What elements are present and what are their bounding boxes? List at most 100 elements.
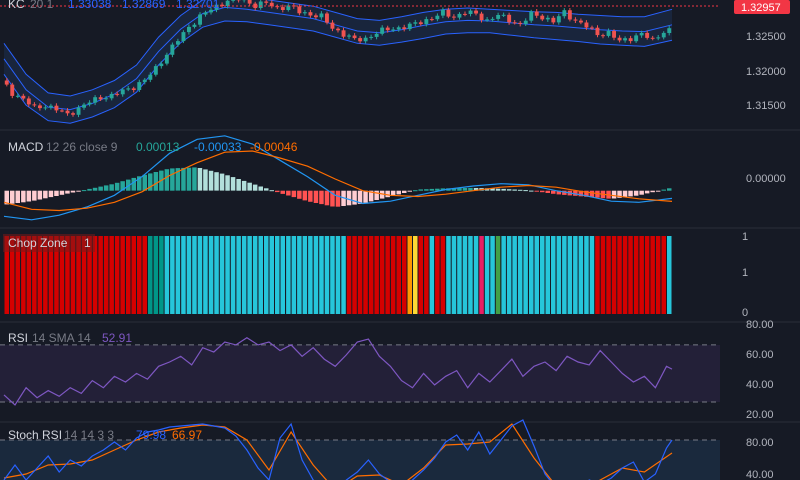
candle-body <box>275 6 280 8</box>
candle-body <box>512 22 517 24</box>
chop-legend[interactable]: Chop Zone 1 <box>3 234 95 252</box>
macd-histogram-bar <box>346 190 352 206</box>
chop-zone-bar <box>462 236 468 314</box>
stoch-k-line <box>3 419 673 480</box>
chop-zone-bar <box>280 236 285 314</box>
stoch-lines <box>3 419 673 480</box>
rsi-line <box>3 336 673 406</box>
candle-body <box>325 13 329 23</box>
candle-body <box>634 35 639 42</box>
macd-histogram-bar <box>137 176 142 191</box>
kc-legend-params: 20 1 <box>30 0 54 11</box>
candle-body <box>142 79 147 83</box>
candle-body <box>579 20 583 23</box>
chop-zone-bar <box>655 236 661 314</box>
macd-histogram-bar <box>556 190 562 195</box>
macd-histogram-bar <box>131 177 136 191</box>
macd-histogram-bar <box>650 190 655 193</box>
candle-body <box>4 80 9 85</box>
candle-body <box>225 0 230 7</box>
macd-legend-name: MACD <box>8 140 44 154</box>
rsi-legend[interactable]: RSI 14 SMA 14 52.91 <box>8 331 132 345</box>
stoch-legend-name: Stoch RSI <box>8 428 62 442</box>
macd-legend[interactable]: MACD 12 26 close 9 0.00013 -0.00033 -0.0… <box>8 140 298 154</box>
price-legend[interactable]: KC 20 1 1.33038 1.32869 1.32701 <box>8 0 220 11</box>
stoch-axis-label: 80.00 <box>746 437 774 449</box>
candle-body <box>214 4 219 10</box>
macd-histogram-bar <box>562 190 567 195</box>
candle-body <box>302 12 307 14</box>
macd-histogram-bar <box>26 190 32 202</box>
chop-zone-bar <box>451 236 457 314</box>
candle-body <box>280 7 285 10</box>
candle-body <box>474 10 478 14</box>
chop-axis-label: 1 <box>742 231 748 243</box>
kc-basis-line <box>3 6 673 111</box>
chop-zone-bar <box>440 236 446 314</box>
candle-body <box>523 20 528 24</box>
stoch-d-line <box>3 423 673 480</box>
chop-zone-bar <box>114 236 120 314</box>
candle-body <box>369 36 374 38</box>
chop-zone-bar <box>661 236 666 314</box>
chop-zone-bar <box>258 236 263 314</box>
chop-zone-bar <box>374 236 379 314</box>
macd-histogram-bar <box>302 190 308 201</box>
candle-body <box>198 14 202 25</box>
chop-zone-bar <box>37 236 43 314</box>
macd-lines <box>3 135 673 221</box>
chop-zone-bar <box>639 236 644 314</box>
chop-zone-bar <box>313 236 319 314</box>
macd-histogram-bar <box>65 190 70 194</box>
candle-body <box>540 15 545 20</box>
chop-zone-bar <box>203 236 208 314</box>
price-pane[interactable]: 1.32500 1.32000 1.31500 1.32957 KC 20 1 … <box>0 0 790 124</box>
candle-body <box>137 82 142 90</box>
macd-histogram-bar <box>153 172 159 191</box>
candle-body <box>247 0 252 4</box>
chop-zone-bar <box>4 236 9 314</box>
macd-hist-value: 0.00013 <box>136 140 180 154</box>
macd-histogram-bar <box>357 190 363 204</box>
macd-histogram-bar <box>241 180 247 191</box>
macd-histogram-bar <box>103 185 109 191</box>
candle-body <box>595 27 600 36</box>
chop-zone-bar <box>578 236 584 314</box>
candle-body <box>93 97 98 103</box>
chop-zone-bar <box>368 236 374 314</box>
macd-histogram-bar <box>98 186 103 191</box>
candle-body <box>612 30 616 38</box>
candle-body <box>446 9 451 17</box>
macd-pane[interactable]: 0.00000 MACD 12 26 close 9 0.00013 -0.00… <box>3 135 786 221</box>
chop-zone-bar <box>473 236 479 314</box>
chop-zone-bar <box>103 236 109 314</box>
candle-body <box>545 17 550 20</box>
candle-body <box>181 32 186 42</box>
chop-zone-bar <box>600 236 606 314</box>
candle-body <box>374 33 379 37</box>
chop-zone-bar <box>341 236 346 314</box>
candle-body <box>336 28 340 31</box>
chop-zone-bar <box>457 236 462 314</box>
rsi-legend-name: RSI <box>8 331 28 345</box>
macd-histogram-bar <box>534 190 539 192</box>
macd-histogram-bar <box>197 168 203 191</box>
chop-zone-bar <box>302 236 308 314</box>
rsi-axis-label: 20.00 <box>746 409 774 421</box>
candle-body <box>573 19 578 21</box>
chop-zone-bar <box>379 236 385 314</box>
stoch-rsi-pane[interactable]: 80.00 40.00 Stoch RSI 14 14 3 3 79.98 66… <box>0 419 774 480</box>
chop-zone-bar <box>667 236 672 314</box>
stoch-legend[interactable]: Stoch RSI 14 14 3 3 79.98 66.97 <box>8 428 202 442</box>
candle-body <box>352 35 357 39</box>
chop-zone-bar <box>330 236 335 314</box>
chop-zone-bar <box>65 236 70 314</box>
rsi-pane[interactable]: 80.00 60.00 40.00 20.00 RSI 14 SMA 14 52… <box>0 319 774 421</box>
candle-body <box>65 110 70 114</box>
chop-zone-bar <box>241 236 247 314</box>
chop-zone-bar <box>230 236 236 314</box>
chop-zone-pane[interactable]: 1 1 0 Chop Zone 1 <box>3 231 748 319</box>
candle-body <box>424 19 429 25</box>
macd-histogram-bar <box>32 190 37 201</box>
macd-histogram-bar <box>523 190 528 192</box>
